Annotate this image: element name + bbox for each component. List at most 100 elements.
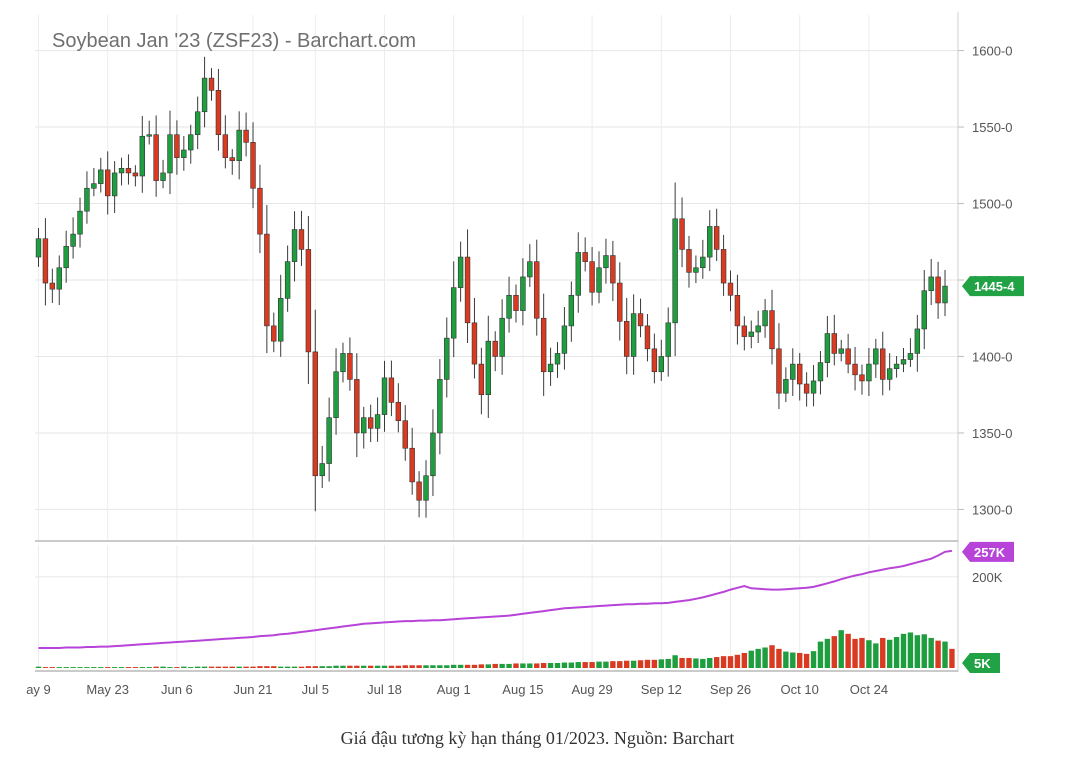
- volume-bar: [540, 662, 547, 668]
- candle-up: [547, 363, 554, 373]
- volume-bar: [42, 667, 49, 668]
- volume-bar: [783, 651, 789, 668]
- candle-up: [603, 255, 609, 269]
- candle-up: [824, 333, 831, 363]
- candle-down: [354, 379, 360, 434]
- candle-down: [589, 261, 595, 293]
- candle-up: [160, 172, 166, 181]
- candle-down: [540, 317, 547, 373]
- candle-up: [77, 210, 83, 235]
- volume-bar: [886, 639, 893, 668]
- volume-bar: [831, 636, 837, 668]
- volume-bar: [457, 664, 464, 668]
- candle-up: [755, 325, 761, 333]
- volume-bar: [326, 666, 332, 668]
- candle-down: [132, 172, 139, 177]
- candle-down: [720, 249, 727, 284]
- volume-bar: [340, 665, 346, 668]
- volume-bar: [215, 666, 222, 668]
- candle-up: [319, 463, 325, 477]
- candle-up: [146, 134, 152, 137]
- volume-bar: [125, 667, 132, 668]
- volume-bar: [222, 666, 229, 668]
- candle-up: [568, 294, 575, 327]
- candle-down: [174, 134, 180, 158]
- date-tick-label: Aug 29: [571, 682, 612, 697]
- volume-bar: [139, 667, 145, 668]
- volume-bar: [665, 658, 671, 668]
- volume-bar: [866, 640, 872, 668]
- volume-bar: [506, 663, 512, 668]
- volume-bar: [451, 664, 457, 668]
- candle-down: [215, 90, 222, 136]
- candle-down: [208, 77, 215, 91]
- candle-up: [84, 187, 90, 212]
- volume-bar: [741, 652, 748, 668]
- candle-down: [312, 351, 318, 477]
- volume-bar: [900, 633, 907, 668]
- volume-bar: [388, 665, 395, 668]
- candle-down: [478, 363, 485, 396]
- candle-up: [430, 432, 436, 477]
- volume-bar: [70, 667, 76, 668]
- candle-up: [921, 290, 927, 330]
- volume-bar: [153, 666, 159, 668]
- volume-bar: [236, 666, 242, 668]
- volume-bar: [319, 666, 325, 668]
- volume-bar: [679, 657, 685, 668]
- price-candles: [35, 56, 948, 518]
- volume-bar: [658, 659, 664, 668]
- price-tick-label: 1350-0: [972, 426, 1012, 441]
- volume-bar: [803, 653, 810, 668]
- candle-down: [416, 481, 422, 501]
- date-tick-label: Jul 5: [302, 682, 329, 697]
- candle-up: [437, 379, 443, 434]
- candle-down: [42, 238, 49, 284]
- candle-down: [727, 282, 734, 296]
- date-tick-label: Oct 10: [781, 682, 819, 697]
- volume-bar: [589, 662, 595, 668]
- volume-bar: [942, 641, 948, 668]
- volume-bar: [734, 654, 741, 668]
- candle-down: [471, 322, 478, 365]
- date-tick-label: Aug 15: [502, 682, 543, 697]
- date-tick-label: Oct 24: [850, 682, 888, 697]
- volume-bar: [713, 657, 720, 668]
- volume-bar: [547, 662, 554, 668]
- candle-up: [596, 267, 602, 293]
- candle-up: [444, 337, 450, 380]
- volume-bar: [762, 647, 768, 668]
- volume-bar: [603, 661, 609, 668]
- volume-bar: [132, 667, 139, 668]
- volume-bar: [167, 667, 173, 668]
- candle-down: [264, 233, 270, 327]
- candle-down: [831, 333, 838, 354]
- volume-bar: [174, 667, 180, 668]
- candle-up: [98, 169, 104, 184]
- candle-down: [298, 229, 305, 250]
- volume-bar: [409, 665, 415, 668]
- volume-bar: [416, 665, 422, 668]
- volume-bar: [347, 665, 353, 668]
- volume-bar: [423, 665, 429, 668]
- candle-down: [741, 325, 748, 337]
- candle-down: [153, 134, 159, 181]
- volume-bar: [727, 656, 734, 668]
- candle-up: [561, 325, 568, 354]
- candle-down: [492, 340, 498, 357]
- date-tick-label: Jul 18: [367, 682, 402, 697]
- volume-bar: [333, 665, 339, 668]
- volume-bar: [859, 637, 865, 668]
- volume-bar: [617, 661, 623, 668]
- volume-bar: [554, 662, 561, 668]
- candle-up: [762, 310, 768, 327]
- candle-down: [776, 348, 782, 394]
- volume-bar: [374, 665, 381, 668]
- date-tick-label: May 23: [86, 682, 129, 697]
- volume-bar: [845, 633, 851, 668]
- candle-up: [381, 377, 388, 415]
- volume-bar: [582, 662, 588, 668]
- candle-up: [914, 328, 921, 354]
- volume-bar: [160, 666, 166, 668]
- date-tick-label: ay 9: [26, 682, 51, 697]
